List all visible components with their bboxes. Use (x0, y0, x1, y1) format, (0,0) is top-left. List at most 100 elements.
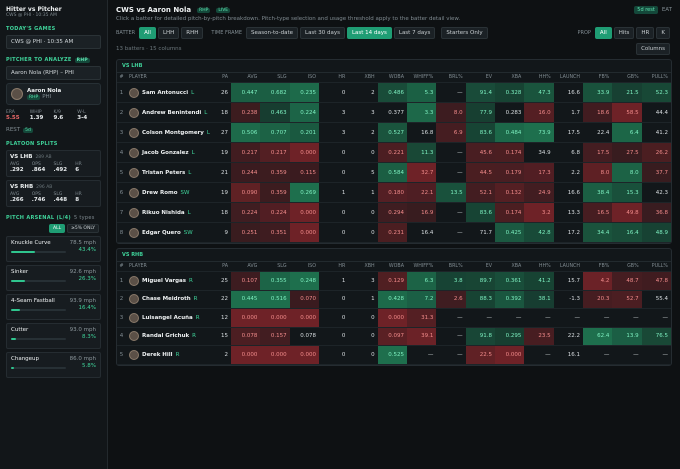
player-cell: Chase Meidroth R (129, 291, 213, 309)
batter-row[interactable]: 1 Miguel Vargas R 25 0.107 0.355 0.248 1 3 0.129 6… (117, 272, 671, 291)
stat-cell: 3 (341, 129, 346, 136)
pitcher-select[interactable]: Aaron Nola (RHP) – PHI (6, 66, 101, 80)
stat-cell: 0.251 (231, 223, 261, 242)
column-header[interactable]: XBH (364, 75, 375, 80)
column-header[interactable]: GB% (627, 75, 639, 80)
stat-cell: — (457, 351, 463, 358)
title-right: 5d rest EAT (631, 6, 672, 14)
column-header[interactable]: PA (222, 75, 228, 80)
column-header[interactable]: LAUNCH (559, 264, 580, 269)
pitch-card[interactable]: Cutter 93.0 mph 8.3% (6, 323, 101, 349)
stat-cell: 16.9 (407, 203, 437, 222)
column-header[interactable]: ISO (307, 75, 316, 80)
stat-cell: 0.224 (289, 103, 319, 122)
pitch-card[interactable]: Changeup 86.0 mph 5.8% (6, 352, 101, 378)
column-header[interactable]: HR (338, 264, 346, 269)
column-header[interactable]: HH% (538, 264, 551, 269)
batter-row[interactable]: 4 Randal Grichuk R 15 0.078 0.157 0.078 0 0 0.097… (117, 327, 671, 346)
pitch-stats: 92.6 mph 26.3% (70, 269, 96, 283)
column-header[interactable]: WHIFF% (413, 75, 434, 80)
column-header[interactable]: XBA (511, 264, 522, 269)
column-header[interactable]: BRL% (448, 264, 463, 269)
column-header[interactable]: WOBA (388, 264, 404, 269)
stat-cell: 42.3 (655, 189, 668, 196)
column-header[interactable]: PA (222, 264, 228, 269)
pitch-card[interactable]: Sinker 92.6 mph 26.3% (6, 265, 101, 291)
column-header[interactable]: EV (485, 75, 492, 80)
column-header[interactable]: SLG (277, 75, 287, 80)
rest-value: 5d (23, 128, 33, 133)
column-header[interactable]: FB% (598, 264, 610, 269)
filter-button[interactable]: Season-to-date (246, 27, 298, 39)
column-header[interactable]: AVG (247, 264, 258, 269)
split-label: OPS (31, 162, 41, 167)
player-name: Jacob Gonzalez (142, 149, 189, 156)
stat-cell: 5.3 (407, 83, 437, 102)
column-header[interactable]: HR (338, 75, 346, 80)
batter-row[interactable]: 2 Chase Meidroth R 22 0.445 0.516 0.070 0 1 0.428… (117, 290, 671, 309)
filter-button[interactable]: All (594, 27, 612, 39)
filter-button[interactable]: Last 14 days (346, 27, 392, 39)
row-number: 5 (119, 351, 124, 358)
batter-row[interactable]: 5 Derek Hill R 2 0.000 0.000 0.000 0 0 0.525— —22.… (117, 346, 671, 365)
game-select[interactable]: CWS @ PHI · 10:35 AM (6, 35, 101, 49)
pitch-card[interactable]: Knuckle Curve 78.5 mph 43.4% (6, 236, 101, 262)
stat-cell: 49.8 (612, 203, 642, 222)
batter-row[interactable]: 4 Jacob Gonzalez L 19 0.217 0.217 0.000 0 0 0.221… (117, 143, 671, 163)
batter-row[interactable]: 5 Tristan Peters L 21 0.244 0.359 0.115 0 5 0.584… (117, 163, 671, 183)
column-header[interactable]: WHIFF% (413, 264, 434, 269)
player-name: Andrew Benintendi (142, 109, 202, 116)
columns-button[interactable]: Columns (636, 43, 670, 55)
stat-cell: 0.506 (231, 123, 261, 142)
column-header[interactable]: ISO (307, 264, 316, 269)
column-header[interactable]: HH% (538, 75, 551, 80)
column-header[interactable]: XBH (364, 264, 375, 269)
filter-button[interactable]: All (139, 27, 156, 39)
pitch-card[interactable]: 4-Seam Fastball 93.9 mph 16.4% (6, 294, 101, 320)
column-header[interactable]: XBA (511, 75, 522, 80)
batter-row[interactable]: 7 Rikuo Nishida L 18 0.224 0.224 0.000 0 0 0.294 1… (117, 203, 671, 223)
starters-toggle[interactable]: Starters Only (441, 27, 488, 39)
filter-button[interactable]: Last 30 days (300, 27, 345, 39)
stat-cell: — (662, 314, 669, 321)
player-hand: R (192, 333, 196, 340)
column-header[interactable]: PULL% (651, 264, 668, 269)
column-header[interactable]: BRL% (448, 75, 463, 80)
split-label: AVG (10, 162, 20, 167)
stat-cell: 47.8 (641, 272, 671, 290)
batter-row[interactable]: 3 Colson Montgomery L 27 0.506 0.707 0.201 3 2 0.… (117, 123, 671, 143)
filter-button[interactable]: HR (636, 27, 655, 39)
stat-cell: 1 (371, 296, 375, 303)
filter-button[interactable]: Last 7 days (393, 27, 436, 39)
column-header[interactable]: WOBA (388, 75, 404, 80)
filter-button[interactable]: RHH (181, 27, 204, 39)
column-header[interactable]: GB% (627, 264, 639, 269)
rest: REST 5d (6, 127, 101, 133)
avatar (129, 349, 139, 360)
filter-button[interactable]: ALL (49, 224, 66, 233)
column-header[interactable]: FB% (598, 75, 610, 80)
row-number: 7 (119, 209, 124, 216)
stat-cell: 44.5 (465, 163, 495, 182)
column-header[interactable]: EV (485, 264, 492, 269)
column-header[interactable]: PULL% (651, 75, 668, 80)
stat-cell: 37.7 (641, 163, 671, 182)
stat-cell: 36.8 (641, 203, 671, 222)
stat-cell: 0.000 (495, 346, 525, 364)
filter-button[interactable]: ≥5% ONLY (67, 224, 99, 233)
batter-row[interactable]: 6 Drew Romo SW 19 0.090 0.359 0.269 1 1 0.180 22.1… (117, 183, 671, 203)
batter-row[interactable]: 1 Sam Antonucci L 26 0.447 0.682 0.235 0 2 0.486 5… (117, 83, 671, 103)
filter-button[interactable]: K (656, 27, 670, 39)
player-cell: Edgar Quero SW (129, 223, 213, 242)
stat-cell: 0 (341, 169, 346, 176)
player-hand: R (189, 277, 193, 284)
filter-button[interactable]: LHH (157, 27, 180, 39)
column-header[interactable]: AVG (247, 75, 258, 80)
player-hand: R (175, 351, 180, 358)
column-header[interactable]: SLG (277, 264, 287, 269)
batter-row[interactable]: 2 Andrew Benintendi L 18 0.238 0.463 0.224 3 3 0.… (117, 103, 671, 123)
batter-row[interactable]: 8 Edgar Quero SW 9 0.251 0.351 0.000 0 0 0.231 16.… (117, 223, 671, 243)
column-header[interactable]: LAUNCH (559, 75, 580, 80)
batter-row[interactable]: 3 Luisangel Acuña R 12 0.000 0.000 0.000 0 0 0.00… (117, 309, 671, 328)
filter-button[interactable]: Hits (613, 27, 635, 39)
